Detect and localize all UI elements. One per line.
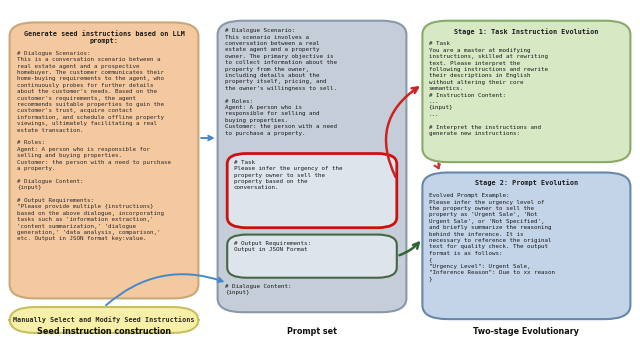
Text: Stage 1: Task Instruction Evolution: Stage 1: Task Instruction Evolution	[454, 28, 598, 34]
Text: Generate seed instructions based on LLM
prompt:: Generate seed instructions based on LLM …	[24, 31, 184, 44]
FancyBboxPatch shape	[227, 154, 397, 228]
Text: # Dialogue Scenarios:
This is a conversation scenario between a
real estate agen: # Dialogue Scenarios: This is a conversa…	[17, 51, 172, 241]
FancyBboxPatch shape	[218, 21, 406, 312]
Text: Stage 2: Prompt Evolution: Stage 2: Prompt Evolution	[475, 179, 578, 186]
Text: Manually Select and Modify Seed Instructions: Manually Select and Modify Seed Instruct…	[13, 316, 195, 324]
Text: # Dialogue Scenario:
This scenario involves a
conversation between a real
estate: # Dialogue Scenario: This scenario invol…	[225, 28, 337, 136]
Text: # Output Requirements:
Output in JSON Format: # Output Requirements: Output in JSON Fo…	[234, 241, 310, 252]
FancyBboxPatch shape	[422, 172, 630, 319]
FancyBboxPatch shape	[422, 21, 630, 162]
Text: # Dialogue Content:
{input}: # Dialogue Content: {input}	[225, 284, 292, 295]
Text: Evolved Prompt Example:
Please infer the urgency level of
the property owner to : Evolved Prompt Example: Please infer the…	[429, 193, 555, 282]
Text: # Task
You are a master at modifying
instructions, skilled at rewriting
text. Pl: # Task You are a master at modifying ins…	[429, 41, 548, 136]
Text: # Task
Please infer the urgency of the
property owner to sell the
property based: # Task Please infer the urgency of the p…	[234, 160, 342, 190]
Text: Seed instruction construction: Seed instruction construction	[37, 327, 171, 336]
FancyBboxPatch shape	[227, 235, 397, 278]
FancyBboxPatch shape	[10, 307, 198, 333]
FancyBboxPatch shape	[10, 22, 198, 298]
Text: Prompt set: Prompt set	[287, 327, 337, 336]
Text: Two-stage Evolutionary: Two-stage Evolutionary	[474, 327, 579, 336]
